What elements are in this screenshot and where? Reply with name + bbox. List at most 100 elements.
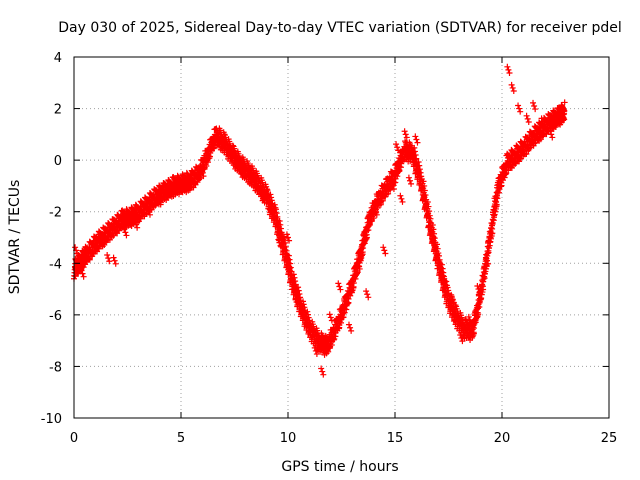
data-point	[258, 190, 265, 197]
data-point	[171, 185, 178, 192]
data-point	[506, 69, 513, 76]
y-tick-label: 4	[54, 51, 62, 66]
data-point	[133, 221, 140, 228]
data-point	[382, 250, 389, 257]
data-point	[364, 291, 371, 298]
data-point	[492, 198, 499, 205]
y-tick-label: 2	[54, 103, 62, 118]
x-axis-label: GPS time / hours	[281, 459, 398, 475]
data-point	[267, 191, 274, 198]
data-point	[459, 338, 466, 345]
data-point	[523, 112, 530, 119]
data-point	[493, 201, 500, 208]
data-point	[524, 115, 531, 122]
data-point	[421, 182, 428, 189]
data-point	[285, 252, 292, 259]
data-point	[276, 218, 283, 225]
data-point	[510, 88, 517, 95]
data-point	[304, 311, 311, 318]
data-point	[72, 244, 79, 251]
data-point	[403, 134, 410, 141]
x-tick-label: 20	[494, 431, 511, 446]
data-point	[540, 121, 547, 128]
y-tick-label: -6	[49, 309, 62, 324]
data-point	[474, 282, 481, 289]
data-point	[243, 173, 250, 180]
data-point	[412, 133, 419, 140]
data-point	[211, 144, 218, 151]
data-point	[295, 287, 302, 294]
data-point	[484, 257, 491, 264]
data-point	[131, 218, 138, 225]
data-point	[435, 252, 442, 259]
plot-frame	[73, 56, 610, 419]
data-point	[475, 286, 482, 293]
data-point	[224, 146, 231, 153]
data-point	[172, 188, 179, 195]
data-point	[381, 247, 388, 254]
data-point	[405, 174, 412, 181]
data-point	[294, 302, 301, 309]
data-point	[394, 144, 401, 151]
data-point	[458, 335, 465, 342]
data-point	[281, 235, 288, 242]
data-point	[441, 275, 448, 282]
data-point	[430, 226, 437, 233]
data-point	[450, 299, 457, 306]
data-point	[399, 198, 406, 205]
data-point	[538, 115, 545, 122]
data-point	[78, 267, 85, 274]
data-point	[347, 324, 354, 331]
data-point	[431, 242, 438, 249]
data-point	[319, 368, 326, 375]
data-point	[121, 226, 128, 233]
data-point	[557, 111, 564, 118]
data-point	[304, 308, 311, 315]
data-point	[187, 172, 194, 179]
y-tick-label: 0	[54, 154, 62, 169]
data-point	[430, 239, 437, 246]
data-point	[145, 208, 152, 215]
data-point	[199, 170, 206, 177]
data-point	[287, 264, 294, 271]
data-point	[305, 322, 312, 329]
data-point	[266, 205, 273, 212]
data-point	[283, 231, 290, 238]
data-point	[356, 265, 363, 272]
data-point	[198, 166, 205, 173]
data-point	[335, 280, 342, 287]
data-point	[414, 139, 421, 146]
y-axis-label: SDTVAR / TECUs	[7, 180, 23, 295]
data-point	[525, 118, 532, 125]
data-point	[547, 128, 554, 135]
data-point	[515, 102, 522, 109]
data-point	[429, 222, 436, 229]
data-point	[363, 288, 370, 295]
data-point	[301, 304, 308, 311]
data-point	[348, 327, 355, 334]
x-tick-label: 25	[601, 431, 618, 446]
data-point	[485, 260, 492, 267]
data-point	[549, 134, 556, 141]
x-tick-label: 15	[387, 431, 404, 446]
data-point	[395, 147, 402, 154]
data-point	[336, 283, 343, 290]
data-point	[277, 221, 284, 228]
data-point	[273, 206, 280, 213]
data-point	[438, 261, 445, 268]
data-point	[79, 270, 86, 277]
data-point	[241, 166, 248, 173]
data-point	[416, 162, 423, 169]
data-point	[300, 298, 307, 305]
data-point	[555, 105, 562, 112]
data-point	[365, 294, 372, 301]
data-point	[516, 105, 523, 112]
data-point	[123, 232, 130, 239]
data-point	[539, 118, 546, 125]
data-point	[144, 205, 151, 212]
data-point	[225, 149, 232, 156]
data-point	[134, 224, 141, 231]
data-point	[88, 249, 95, 256]
data-point	[466, 317, 473, 324]
data-point	[372, 208, 379, 215]
